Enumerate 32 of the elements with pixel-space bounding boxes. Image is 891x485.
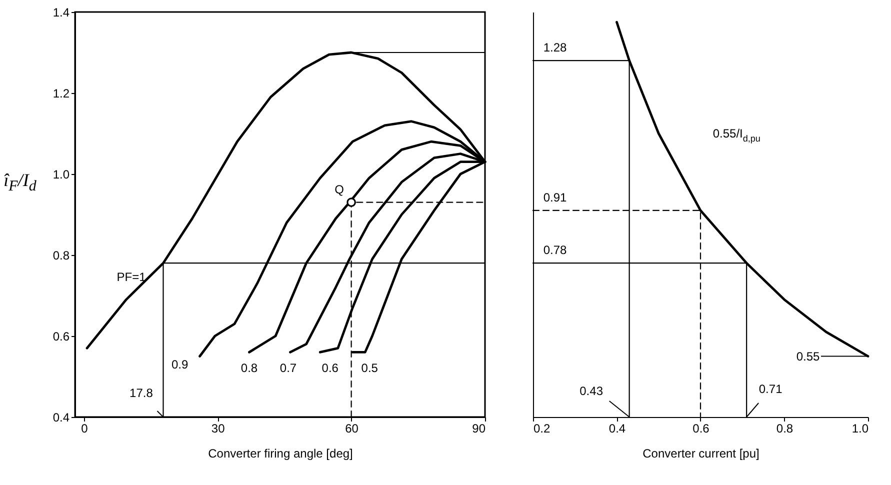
series-label: 0.5 <box>361 361 378 376</box>
y-tick-label: 1.0 <box>52 168 70 182</box>
series-label: 0.8 <box>240 361 258 376</box>
annotation: 0.78 <box>543 243 568 258</box>
series-label: 0.6 <box>322 361 339 376</box>
annotation: 17.8 <box>130 386 154 400</box>
x-tick-label: 0.6 <box>692 422 710 436</box>
y-axis-title: î$_{F}$/I$_{d}$ <box>2 170 38 196</box>
x-axis-title: Converter firing angle [deg] <box>208 446 353 460</box>
x-tick-label: 1.0 <box>852 422 869 436</box>
series-label: 0.9 <box>171 357 188 372</box>
x-tick-label: 0 <box>81 422 88 436</box>
annotation: 0.43 <box>580 384 604 398</box>
series-label: PF=1 <box>116 270 146 284</box>
x-tick-label: 0.2 <box>534 422 551 436</box>
y-tick-label: 0.6 <box>52 330 70 344</box>
y-tick-label: 1.4 <box>52 6 70 20</box>
x-tick-label: 30 <box>211 422 226 436</box>
y-tick-label: 0.8 <box>52 248 70 262</box>
series-label: 0.7 <box>280 361 297 376</box>
y-tick-label: 1.2 <box>52 86 70 100</box>
annotation: 1.28 <box>543 40 568 55</box>
x-tick-label: 90 <box>472 422 486 436</box>
annotation: 0.71 <box>758 382 783 396</box>
annotation: Q <box>334 182 344 196</box>
x-axis-title: Converter current [pu] <box>642 446 760 460</box>
x-tick-label: 60 <box>345 422 359 436</box>
x-tick-label: 0.4 <box>608 422 626 436</box>
data-label: 0.55 <box>796 349 820 364</box>
annotation: 0.91 <box>543 190 568 204</box>
y-tick-label: 0.4 <box>52 410 70 424</box>
x-tick-label: 0.8 <box>776 422 794 436</box>
